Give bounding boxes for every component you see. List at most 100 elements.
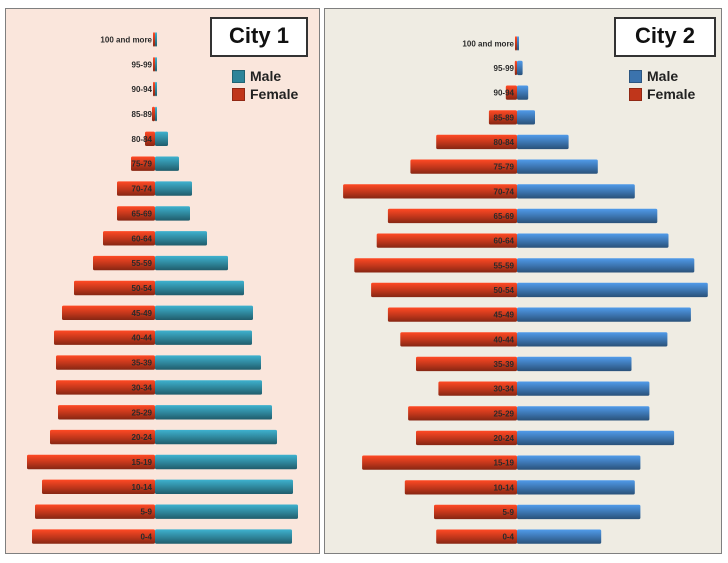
age-group-label: 20-24	[132, 433, 153, 442]
male-bar-60-64	[517, 233, 669, 248]
female-bar-50-54	[371, 282, 517, 298]
female-bar-40-44	[54, 330, 155, 345]
male-bar-0-4	[155, 529, 292, 544]
female-bar-55-59	[93, 255, 155, 271]
age-group-label: 30-34	[494, 385, 515, 394]
age-group-label: 70-74	[132, 185, 153, 194]
chart-title-city-1: City 1	[210, 17, 308, 57]
female-bar-60-64	[376, 233, 517, 248]
male-bar-90-94	[517, 85, 529, 100]
legend-city-2: Male Female	[629, 67, 695, 103]
female-bar-55-59	[354, 258, 517, 273]
legend-label-female: Female	[647, 86, 696, 102]
age-group-label: 70-74	[494, 187, 515, 196]
male-bar-70-74	[517, 184, 635, 199]
male-bar-40-44	[155, 330, 252, 345]
age-group-label: 55-59	[494, 261, 515, 270]
age-group-label: 80-84	[494, 138, 515, 147]
chart-panel-city-2: 0-4 5-9 10-14 15-19 20-24 25-29 30-34 35-39 40-4…	[324, 8, 722, 554]
male-bar-10-14	[517, 480, 635, 495]
female-bar-85-89	[488, 110, 517, 125]
female-bar-100-and-more	[153, 32, 155, 47]
male-bar-30-34	[155, 380, 262, 395]
legend-swatch-male	[232, 69, 245, 83]
male-bar-0-4	[517, 529, 602, 544]
male-bar-95-99	[155, 57, 157, 72]
age-group-label: 100 and more	[462, 39, 514, 48]
female-bar-100-and-more	[515, 36, 517, 51]
female-bar-30-34	[56, 380, 155, 395]
male-bar-65-69	[155, 206, 190, 221]
female-bar-35-39	[56, 355, 155, 370]
male-bar-25-29	[155, 405, 272, 420]
male-bar-85-89	[517, 110, 535, 125]
female-bar-65-69	[387, 208, 517, 224]
age-group-label: 50-54	[494, 286, 515, 295]
male-bar-20-24	[517, 430, 675, 446]
male-bar-75-79	[517, 159, 598, 174]
age-group-label: 60-64	[494, 237, 515, 246]
pyramid-chart-city-2: 0-4 5-9 10-14 15-19 20-24 25-29 30-34 35-39 40-4…	[343, 36, 708, 544]
age-group-label: 80-84	[132, 135, 153, 144]
legend-item-male: Male	[629, 67, 695, 85]
age-group-label: 85-89	[132, 110, 153, 119]
age-group-label: 40-44	[494, 335, 515, 344]
female-bar-25-29	[408, 406, 517, 421]
male-bar-85-89	[155, 106, 157, 122]
age-group-label: 30-34	[132, 383, 153, 392]
male-bar-100-and-more	[517, 36, 519, 51]
legend-city-1: Male Female	[232, 67, 298, 103]
female-bar-70-74	[117, 181, 155, 196]
male-bar-25-29	[517, 406, 650, 421]
age-group-label: 10-14	[494, 483, 515, 492]
age-group-label: 50-54	[132, 284, 153, 293]
female-bar-15-19	[27, 454, 155, 470]
female-bar-85-89	[152, 106, 155, 122]
female-bar-0-4	[436, 529, 517, 544]
female-bar-75-79	[410, 159, 517, 174]
male-bar-65-69	[517, 208, 658, 224]
legend-label-male: Male	[647, 68, 679, 84]
age-group-label: 75-79	[494, 163, 515, 172]
legend-item-male: Male	[232, 67, 298, 85]
age-group-label: 35-39	[132, 359, 153, 368]
female-bar-60-64	[103, 231, 155, 246]
age-group-label: 75-79	[132, 160, 153, 169]
female-bar-45-49	[62, 305, 155, 320]
legend-item-female: Female	[232, 85, 298, 103]
pyramid-chart-city-1: 0-4 5-9 10-14 15-19 20-24 25-29 30-34 35-39 40-4…	[27, 32, 298, 544]
age-group-label: 85-89	[494, 113, 515, 122]
female-bar-25-29	[58, 405, 155, 420]
age-group-label: 25-29	[132, 408, 153, 417]
age-group-label: 5-9	[502, 508, 514, 517]
female-bar-70-74	[343, 184, 517, 199]
female-bar-90-94	[505, 85, 517, 100]
age-group-label: 60-64	[132, 234, 153, 243]
legend-swatch-female	[232, 87, 245, 101]
age-group-label: 40-44	[132, 334, 153, 343]
female-bar-20-24	[50, 429, 155, 445]
age-group-label: 15-19	[132, 458, 153, 467]
age-group-label: 20-24	[494, 434, 515, 443]
male-bar-75-79	[155, 156, 179, 171]
male-bar-5-9	[155, 504, 298, 519]
chart-title-city-2: City 2	[614, 17, 716, 57]
male-bar-90-94	[155, 81, 157, 97]
male-bar-50-54	[517, 282, 708, 298]
legend-swatch-female	[629, 87, 642, 101]
male-bar-50-54	[155, 280, 244, 296]
male-bar-80-84	[517, 134, 569, 150]
legend-item-female: Female	[629, 85, 695, 103]
male-bar-10-14	[155, 479, 293, 494]
chart-panel-city-1: 0-4 5-9 10-14 15-19 20-24 25-29 30-34 35-39 40-4…	[5, 8, 320, 554]
female-bar-75-79	[131, 156, 155, 171]
age-group-label: 25-29	[494, 409, 515, 418]
male-bar-60-64	[155, 231, 207, 246]
age-group-label: 0-4	[140, 533, 152, 542]
female-bar-80-84	[145, 131, 155, 146]
female-bar-65-69	[117, 206, 155, 221]
male-bar-15-19	[155, 454, 297, 470]
female-bar-10-14	[42, 479, 155, 494]
legend-swatch-male	[629, 69, 642, 83]
